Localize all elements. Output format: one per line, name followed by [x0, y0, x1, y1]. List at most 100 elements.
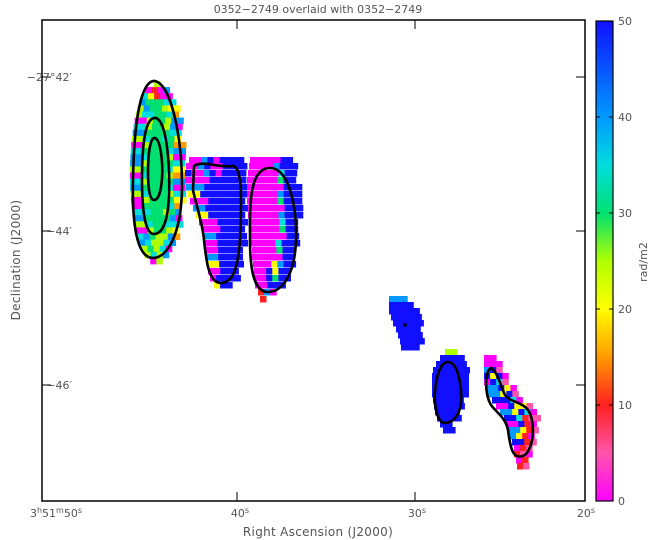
- rm-pixel: [260, 212, 267, 219]
- rm-pixel: [209, 177, 216, 184]
- rm-pixel: [506, 421, 513, 428]
- rm-pixel: [158, 221, 166, 228]
- rm-pixel: [253, 261, 260, 268]
- rm-pixel: [173, 196, 181, 204]
- rm-pixel: [206, 247, 213, 254]
- rm-pixel: [136, 178, 143, 186]
- rm-pixel: [218, 254, 225, 261]
- rm-pixel: [254, 212, 261, 219]
- rm-pixel: [227, 177, 235, 184]
- rm-pixel: [222, 275, 229, 282]
- rm-pixel: [514, 451, 521, 458]
- rm-pixel: [220, 198, 227, 205]
- x-tick-label-30s: 30s: [408, 506, 426, 520]
- rm-pixel: [281, 240, 288, 247]
- rm-pixel: [205, 205, 212, 212]
- rm-pixel: [266, 268, 273, 275]
- rm-pixel: [240, 163, 248, 170]
- rm-pixel: [460, 361, 467, 368]
- rm-pixel: [142, 166, 149, 173]
- rm-pixel: [408, 326, 415, 333]
- rm-pixel: [252, 254, 259, 261]
- rm-pixel: [285, 219, 293, 226]
- rm-pixel: [405, 320, 412, 327]
- x-axis-label: Right Ascension (J2000): [243, 525, 393, 539]
- rm-pixel: [413, 344, 420, 351]
- rm-pixel: [264, 254, 271, 261]
- rm-pixel: [274, 233, 281, 240]
- rm-pixel: [502, 379, 509, 386]
- rm-pixel: [523, 463, 530, 470]
- rm-pixel: [198, 163, 205, 170]
- contour-source-1-inner: [146, 136, 164, 202]
- rm-pixel: [494, 391, 501, 398]
- rm-pixel: [136, 166, 143, 173]
- rm-pixel: [446, 355, 453, 362]
- rm-pixel: [206, 254, 213, 261]
- rm-pixel: [433, 367, 440, 374]
- rm-pixel: [407, 344, 414, 351]
- rm-pixel: [279, 219, 286, 226]
- rm-pixel: [438, 385, 445, 392]
- rm-pixel: [135, 111, 143, 118]
- rm-pixel: [225, 157, 233, 164]
- rm-pixel: [192, 184, 199, 191]
- rm-pixel: [160, 184, 168, 192]
- rm-pixel: [234, 233, 241, 240]
- rm-pixel: [260, 296, 267, 303]
- rm-pixel: [154, 154, 162, 161]
- rm-pixel: [518, 409, 525, 416]
- rm-pixel: [161, 233, 169, 240]
- rm-pixel: [214, 212, 221, 219]
- rm-pixel: [151, 215, 159, 222]
- rm-pixel: [136, 154, 143, 161]
- rm-pixel: [155, 148, 162, 155]
- rm-pixel: [143, 142, 150, 149]
- rm-pixel: [271, 191, 278, 198]
- rm-pixel: [249, 226, 256, 233]
- rm-pixel: [276, 247, 283, 254]
- rm-pixel: [164, 123, 171, 131]
- rm-pixel: [284, 205, 292, 212]
- rm-pixel: [168, 135, 175, 143]
- rm-pixel: [512, 421, 519, 428]
- rm-pixel: [516, 433, 523, 440]
- rm-pixel: [232, 198, 240, 205]
- rm-pixel: [153, 245, 161, 253]
- rm-pixel: [520, 451, 527, 458]
- rm-pixel: [226, 268, 233, 275]
- rm-pixel: [490, 361, 497, 368]
- rm-pixel: [524, 421, 531, 428]
- rm-pixel: [189, 157, 196, 164]
- rm-pixel: [284, 170, 292, 177]
- rm-pixel: [450, 385, 457, 392]
- rm-pixel: [283, 191, 291, 198]
- rm-pixel: [161, 190, 168, 198]
- rm-pixel: [295, 191, 303, 198]
- rm-pixel: [265, 191, 272, 198]
- rm-pixel: [439, 367, 446, 374]
- rm-pixel: [279, 226, 286, 233]
- rm-pixel: [441, 409, 448, 416]
- colorbar-gradient: [596, 21, 613, 501]
- rm-pixel: [407, 302, 414, 309]
- rm-pixel: [206, 191, 213, 198]
- rm-pixel: [278, 268, 285, 275]
- rm-pixel: [288, 247, 296, 254]
- rm-pixel: [440, 421, 447, 428]
- rm-pixel: [508, 403, 515, 410]
- rm-pixel: [286, 157, 294, 164]
- rm-pixel: [530, 439, 537, 446]
- rm-pixel: [284, 268, 291, 275]
- rm-pixel: [504, 397, 511, 404]
- rm-pixel: [514, 445, 521, 452]
- rm-pixel: [221, 170, 229, 177]
- rm-pixel: [228, 233, 235, 240]
- rm-pixel: [435, 409, 442, 416]
- rm-pixel: [417, 320, 424, 327]
- rm-pixel: [143, 233, 150, 240]
- rm-pixel: [137, 105, 144, 112]
- rm-pixel: [295, 184, 303, 191]
- rm-pixel: [502, 403, 509, 410]
- rm-pixel: [231, 261, 238, 268]
